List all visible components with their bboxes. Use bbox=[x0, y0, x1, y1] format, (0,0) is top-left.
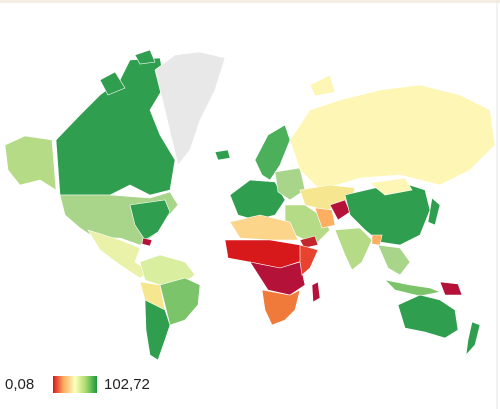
horn-of-africa bbox=[299, 244, 319, 276]
arctic-islands bbox=[309, 74, 336, 97]
legend-max: 102,72 bbox=[104, 376, 150, 393]
alaska bbox=[4, 135, 57, 191]
japan bbox=[427, 197, 441, 226]
brazil bbox=[159, 277, 201, 326]
greenland bbox=[154, 51, 226, 166]
central-africa bbox=[249, 261, 306, 296]
iran bbox=[314, 207, 336, 229]
bangladesh bbox=[371, 234, 383, 246]
caribbean bbox=[141, 237, 153, 247]
usa-east bbox=[129, 199, 171, 241]
eastern-europe bbox=[274, 167, 306, 201]
legend-bar bbox=[53, 376, 97, 393]
scandinavia bbox=[254, 124, 291, 181]
western-europe bbox=[229, 179, 286, 221]
southern-cone bbox=[144, 299, 171, 361]
new-zealand bbox=[465, 321, 481, 356]
indonesia bbox=[384, 279, 442, 297]
india bbox=[334, 227, 373, 271]
australia bbox=[397, 294, 459, 339]
southern-africa bbox=[261, 289, 301, 326]
papua bbox=[439, 281, 463, 296]
southeast-asia bbox=[377, 244, 411, 276]
russia bbox=[289, 84, 496, 191]
top-bar bbox=[0, 0, 500, 3]
north-africa bbox=[229, 214, 299, 241]
mongolia bbox=[369, 177, 413, 196]
canada-islands bbox=[99, 49, 156, 96]
yemen bbox=[299, 235, 319, 249]
madagascar bbox=[311, 281, 321, 303]
iceland bbox=[214, 149, 231, 161]
legend-min: 0,08 bbox=[5, 376, 34, 393]
